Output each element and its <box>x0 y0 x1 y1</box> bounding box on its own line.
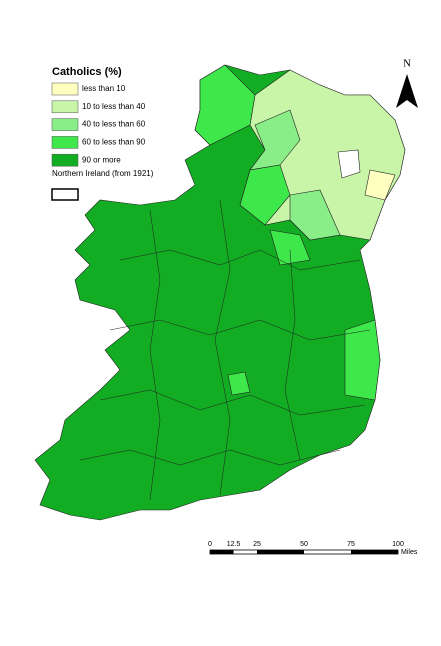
legend-swatch <box>51 153 79 167</box>
legend-title: Catholics (%) <box>52 66 122 78</box>
scale-tick-label: 75 <box>347 541 355 548</box>
scale-tick-label: 12.5 <box>227 541 241 548</box>
district <box>364 169 396 201</box>
scale-bar: Miles 0 12.5 25 50 75 100 <box>208 541 418 556</box>
north-arrow-shape <box>396 74 418 108</box>
legend-label: less than 10 <box>82 84 126 93</box>
scale-bar-segment <box>257 550 304 554</box>
legend-label: 90 or more <box>82 155 121 164</box>
boundary-swatch <box>51 188 79 201</box>
scale-bar-segment <box>210 550 234 554</box>
scale-unit: Miles <box>401 549 418 556</box>
scale-tick-label: 50 <box>300 541 308 548</box>
district-boundaries <box>79 199 371 501</box>
legend-label: 10 to less than 40 <box>82 102 146 111</box>
legend-swatch <box>51 82 79 96</box>
north-arrow: N <box>396 58 418 108</box>
legend-swatch <box>51 118 79 131</box>
legend-swatch <box>51 100 79 114</box>
legend-label: 40 to less than 60 <box>82 120 146 129</box>
district <box>289 189 341 241</box>
district <box>227 371 251 396</box>
district <box>344 319 381 401</box>
scale-bar-segment <box>351 550 398 554</box>
scale-tick-label: 100 <box>392 541 404 548</box>
district <box>269 229 311 266</box>
north-label: N <box>403 58 411 70</box>
legend-label: 60 to less than 90 <box>82 138 146 147</box>
scale-tick-label: 0 <box>208 541 212 548</box>
legend-swatch <box>51 136 79 149</box>
scale-tick-label: 25 <box>253 541 261 548</box>
map-body <box>34 64 406 521</box>
district <box>194 64 256 146</box>
boundary-label: Northern Ireland (from 1921) <box>52 169 154 178</box>
legend: Catholics (%) Northern Ireland (from 192… <box>51 66 154 201</box>
lough-neagh <box>337 149 361 179</box>
district <box>239 164 291 226</box>
